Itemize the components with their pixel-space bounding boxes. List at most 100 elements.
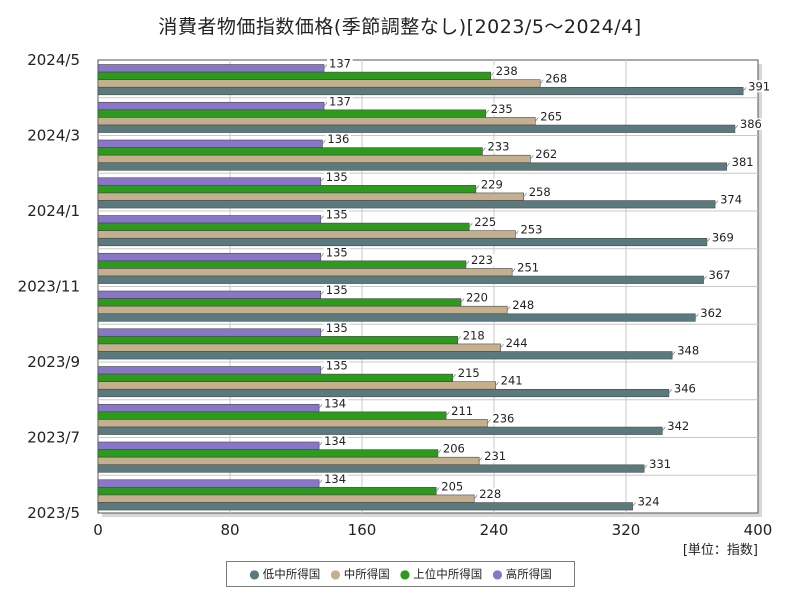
y-tick-label: 2024/3 xyxy=(27,127,80,145)
data-label: 238 xyxy=(496,64,518,78)
y-tick-label: 2023/9 xyxy=(27,353,80,371)
bar xyxy=(97,101,325,111)
bar xyxy=(97,222,470,231)
data-label: 135 xyxy=(326,170,348,184)
data-label-bg xyxy=(322,397,348,410)
data-label-bg xyxy=(503,336,530,349)
data-label: 241 xyxy=(501,374,523,388)
legend-swatch-icon: ● xyxy=(399,567,411,581)
bar xyxy=(97,419,488,428)
legend-item: ● 中所得国 xyxy=(330,566,389,582)
bar xyxy=(97,502,633,511)
data-label: 244 xyxy=(506,336,528,350)
bar xyxy=(97,71,492,80)
chart-legend: ● 低中所得国 ● 中所得国 ● 上位中所得国 ● 高所得国 xyxy=(226,561,575,587)
x-tick-label: 160 xyxy=(348,521,377,539)
data-label: 134 xyxy=(324,472,346,486)
data-label-bg xyxy=(464,291,490,304)
data-label: 253 xyxy=(520,223,542,237)
data-label: 211 xyxy=(451,404,473,418)
chart-title: 消費者物価指数価格(季節調整なし)[2023/5〜2024/4] xyxy=(158,16,642,38)
bar xyxy=(97,487,437,496)
data-label: 220 xyxy=(466,291,488,305)
data-label: 348 xyxy=(677,344,699,358)
data-label: 346 xyxy=(674,381,696,395)
bar xyxy=(97,124,736,133)
bar xyxy=(97,177,322,186)
bar xyxy=(97,117,536,126)
bar xyxy=(97,109,487,118)
data-label-bg xyxy=(327,57,353,70)
legend-swatch-icon: ● xyxy=(492,567,503,581)
data-label: 391 xyxy=(748,79,770,93)
bar xyxy=(97,494,475,503)
data-label-bg xyxy=(439,480,465,493)
bar xyxy=(97,275,704,284)
data-label-bg xyxy=(675,344,701,357)
data-label-bg xyxy=(323,170,350,183)
y-tick-label: 2023/5 xyxy=(27,504,80,522)
data-label: 215 xyxy=(458,366,480,380)
bar xyxy=(97,456,480,466)
data-label-bg xyxy=(477,487,503,500)
bar xyxy=(97,268,513,277)
data-label: 229 xyxy=(481,177,503,191)
data-label-bg xyxy=(635,495,662,508)
data-label-bg xyxy=(718,193,744,206)
bar xyxy=(97,479,320,488)
data-label-bg xyxy=(498,374,525,387)
data-label: 205 xyxy=(441,479,463,493)
data-label: 235 xyxy=(491,102,513,116)
data-label-bg xyxy=(510,299,536,312)
data-label: 369 xyxy=(712,230,734,244)
x-tick-label: 80 xyxy=(220,521,239,539)
data-label-bg xyxy=(478,178,505,191)
bar xyxy=(97,185,477,194)
data-label-bg xyxy=(325,133,351,145)
unit-label: [単位：指数] xyxy=(682,543,758,558)
data-label: 135 xyxy=(326,245,348,259)
data-label-bg xyxy=(440,442,467,455)
data-label-bg xyxy=(323,359,350,372)
data-label-bg xyxy=(538,110,564,123)
legend-swatch-icon: ● xyxy=(330,567,341,581)
bar xyxy=(97,200,716,209)
data-label-bg xyxy=(323,321,350,334)
data-label: 362 xyxy=(700,306,722,320)
data-label-bg xyxy=(543,72,569,85)
data-label: 135 xyxy=(326,208,348,222)
bar xyxy=(97,162,727,171)
legend-swatch-icon: ● xyxy=(249,567,260,581)
bar xyxy=(97,464,645,473)
data-label-bg xyxy=(671,382,698,395)
bar xyxy=(97,192,525,201)
data-label: 331 xyxy=(649,457,671,471)
data-label-bg xyxy=(472,216,498,229)
data-label: 135 xyxy=(326,321,348,335)
bar xyxy=(97,328,322,337)
data-label-bg xyxy=(709,231,736,244)
legend-item: ● 低中所得国 xyxy=(249,566,320,582)
bar xyxy=(97,426,663,435)
legend-label: 低中所得国 xyxy=(262,567,321,581)
data-label: 236 xyxy=(492,411,514,425)
data-label-bg xyxy=(533,148,559,161)
y-tick-label: 2024/5 xyxy=(27,51,80,69)
data-label-bg xyxy=(449,404,475,417)
data-label: 218 xyxy=(463,328,485,342)
bar xyxy=(97,154,531,163)
data-label-bg xyxy=(737,118,764,131)
data-label: 251 xyxy=(517,260,539,274)
data-label-bg xyxy=(323,284,350,296)
data-label: 258 xyxy=(529,185,551,199)
bar xyxy=(97,449,439,458)
data-label: 248 xyxy=(512,298,534,312)
data-label-bg xyxy=(515,261,541,274)
data-label: 367 xyxy=(709,268,731,282)
bar xyxy=(97,388,670,398)
data-label-bg xyxy=(485,140,512,153)
y-tick-label: 2023/11 xyxy=(18,278,80,296)
data-label: 135 xyxy=(326,283,348,297)
bar xyxy=(97,366,322,375)
